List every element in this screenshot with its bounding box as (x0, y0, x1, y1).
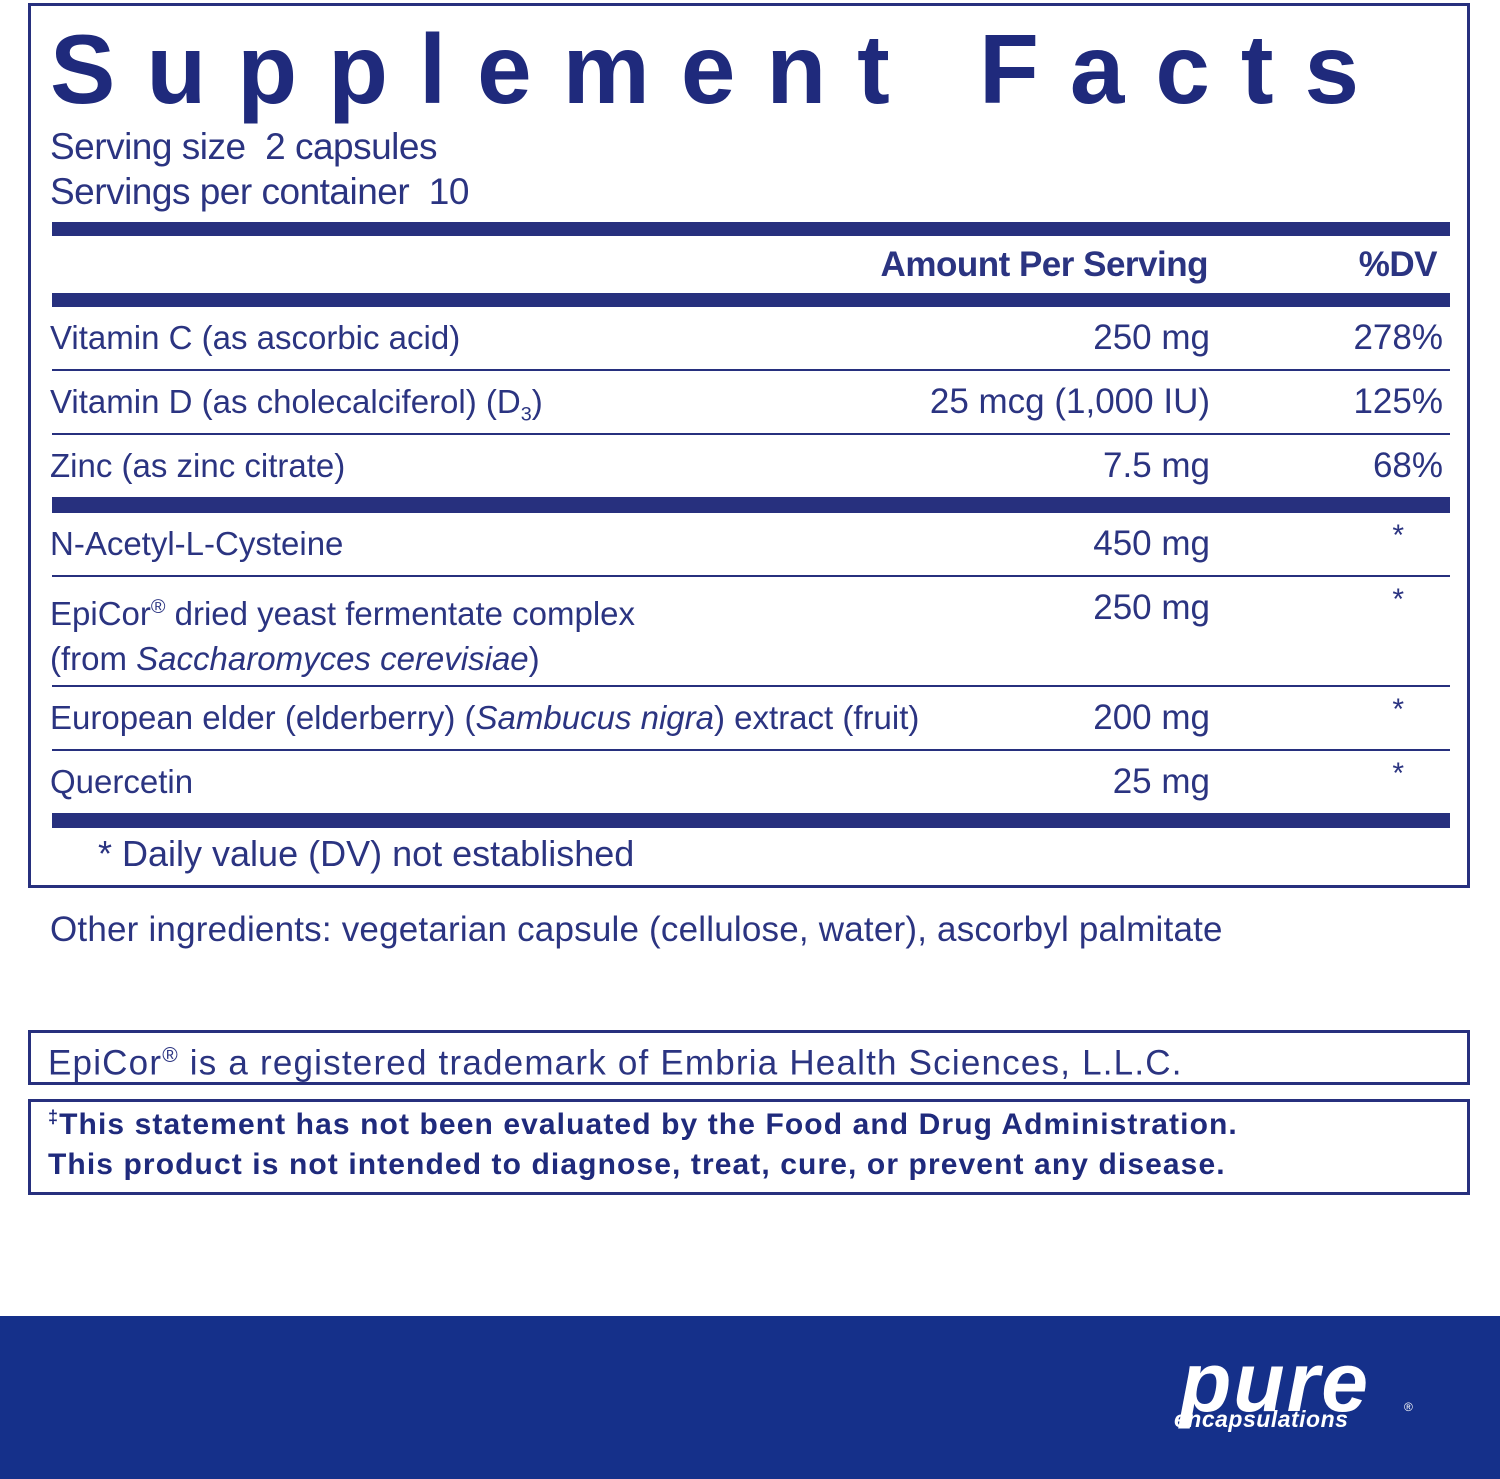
nutrient-row: Vitamin D (as cholecalciferol) (D3) 25 mc… (50, 371, 1450, 438)
text-segment: ) (531, 383, 543, 420)
serving-size-label: Serving size (50, 126, 246, 167)
text-segment: 3 (520, 403, 532, 426)
amount: 450 mg (1093, 524, 1210, 563)
disclaimer-box (28, 1099, 1470, 1195)
rule (52, 293, 1450, 307)
daily-value: * (1392, 519, 1404, 552)
footer (0, 1316, 1500, 1479)
disclaimer-line: ‡This statement has not been evaluated b… (48, 1107, 1238, 1142)
other-ingredients: Other ingredients: vegetarian capsule (c… (50, 910, 1223, 949)
daily-value: * (1392, 757, 1404, 790)
brand-mark: ® (1404, 1400, 1413, 1414)
nutrient-name: Vitamin D (as cholecalciferol) (D3) (50, 379, 543, 438)
daily-value: * (1392, 693, 1404, 726)
rule (52, 813, 1450, 828)
text-segment: Saccharomyces cerevisiae (136, 640, 529, 677)
text-segment: Sambucus nigra (475, 699, 715, 736)
text-segment: N-Acetyl-L-Cysteine (50, 525, 344, 562)
text-segment: This product is not intended to diagnose… (48, 1148, 1226, 1181)
text-segment: ® (162, 1044, 179, 1067)
text-segment: ) extract (fruit) (714, 699, 920, 736)
amount: 250 mg (1093, 588, 1210, 627)
nutrient-row: N-Acetyl-L-Cysteine 450 mg * (50, 513, 1450, 577)
nutrient-row: EpiCor® dried yeast fermentate complex (f… (50, 577, 1450, 687)
daily-value: 278% (1353, 318, 1443, 357)
amount: 25 mcg (1,000 IU) (929, 382, 1210, 421)
nutrient-name: Vitamin C (as ascorbic acid) (50, 315, 460, 360)
text-segment: ‡ (48, 1107, 60, 1127)
servings-label: Servings per container (50, 171, 410, 212)
groups: Vitamin C (as ascorbic acid) 250 mg 278% Vi… (50, 307, 1450, 828)
nutrient-row: Zinc (as zinc citrate) 7.5 mg 68% (50, 435, 1450, 497)
text-segment: This statement has not been evaluated by… (59, 1108, 1238, 1141)
text-segment: European elder (elderberry) ( (50, 699, 476, 736)
text-segment: ) (528, 640, 540, 677)
table-header: Amount Per Serving %DV (52, 236, 1450, 293)
nutrient-row: Vitamin C (as ascorbic acid) 250 mg 278% (50, 307, 1450, 371)
nutrient-name: European elder (elderberry) (Sambucus ni… (50, 695, 919, 740)
nutrient-name: EpiCor® dried yeast fermentate complex (f… (50, 585, 635, 681)
text-segment: Quercetin (50, 763, 194, 800)
rule (52, 497, 1450, 513)
daily-value: * (1392, 583, 1404, 616)
title: Supplement Facts (50, 14, 1391, 124)
trademark-box (28, 1030, 1470, 1085)
nutrient-name: Quercetin (50, 759, 193, 804)
serving-size-value: 2 capsules (265, 126, 437, 167)
servings-value: 10 (428, 171, 470, 212)
text-segment: Vitamin D (as cholecalciferol) (D (50, 383, 521, 420)
text-segment: Zinc (as zinc citrate) (50, 447, 346, 484)
amount: 7.5 mg (1103, 446, 1210, 485)
serving-size: Serving size 2 capsules (50, 125, 437, 169)
nutrient-name: Zinc (as zinc citrate) (50, 443, 345, 488)
amount: 25 mg (1112, 762, 1210, 801)
text-segment: dried yeast fermentate complex (165, 595, 636, 632)
brand-tagline: encapsulations (1174, 1406, 1349, 1432)
footnote: * Daily value (DV) not established (98, 833, 635, 874)
text-segment: Vitamin C (as ascorbic acid) (50, 319, 461, 356)
nutrient-row: Quercetin 25 mg * (50, 751, 1450, 813)
amount: 200 mg (1093, 698, 1210, 737)
dv-header: %DV (1358, 245, 1438, 284)
text-segment: ® (150, 596, 166, 618)
daily-value: 125% (1353, 382, 1443, 421)
rule (52, 222, 1450, 236)
text-segment: EpiCor (50, 595, 151, 632)
nutrient-table: Amount Per Serving %DV Vitamin C (as asc… (50, 222, 1450, 828)
trademark: EpiCor® is a registered trademark of Emb… (48, 1033, 1183, 1087)
text-segment: EpiCor (48, 1043, 163, 1083)
text-segment: (from (50, 640, 137, 677)
amount-header: Amount Per Serving (880, 245, 1209, 284)
facts-box (28, 3, 1470, 888)
servings-per-container: Servings per container 10 (50, 170, 469, 214)
disclaimer-line: This product is not intended to diagnose… (48, 1148, 1226, 1182)
nutrient-row: European elder (elderberry) (Sambucus ni… (50, 687, 1450, 751)
amount: 250 mg (1093, 318, 1210, 357)
daily-value: 68% (1372, 446, 1443, 485)
nutrient-name: N-Acetyl-L-Cysteine (50, 521, 343, 566)
brand-name: pure (1180, 1335, 1371, 1429)
text-segment: is a registered trademark of Embria Heal… (178, 1043, 1183, 1083)
